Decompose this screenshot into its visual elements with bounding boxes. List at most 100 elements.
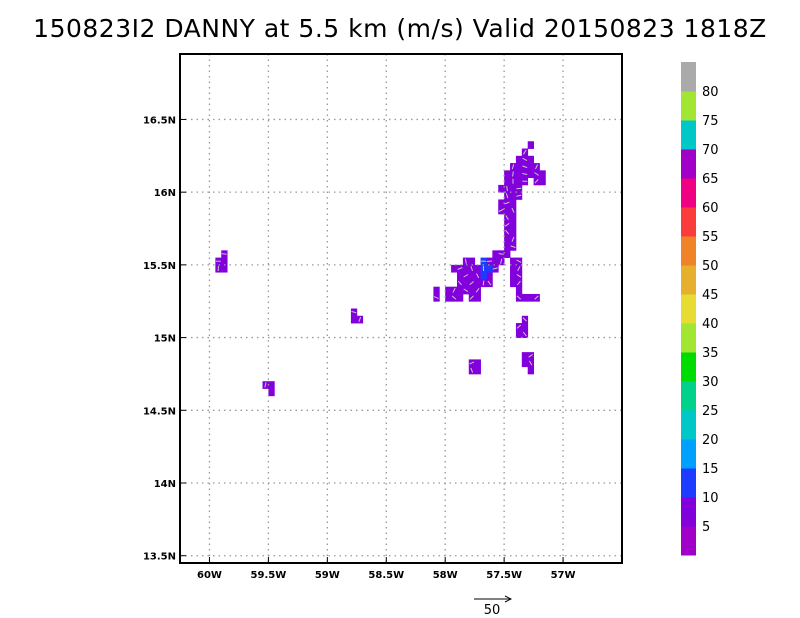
colorbar-swatch (681, 207, 696, 237)
colorbar-label: 35 (702, 346, 719, 361)
colorbar-label: 65 (702, 172, 719, 187)
wind-cell (492, 250, 499, 258)
wind-arrow (457, 280, 462, 286)
colorbar-swatch (681, 149, 696, 179)
wind-arrow (500, 258, 503, 264)
colorbar-swatch (681, 62, 696, 92)
wind-arrow (511, 236, 515, 242)
reference-arrow-head (504, 595, 513, 603)
wind-arrow (511, 164, 515, 170)
wind-arrow (528, 360, 533, 366)
wind-cell (510, 199, 517, 208)
wind-cell (445, 293, 452, 302)
colorbar-label: 10 (702, 491, 719, 506)
wind-cell (521, 359, 529, 368)
wind-cell (510, 184, 517, 193)
wind-cell (468, 272, 476, 280)
y-tick-label: 14N (154, 479, 176, 490)
wind-cell (510, 279, 517, 288)
wind-cell (474, 279, 481, 288)
wind-arrow (351, 310, 357, 314)
wind-cell (510, 213, 517, 222)
wind-arrow (534, 172, 539, 176)
colorbar-label: 20 (702, 433, 719, 448)
reference-vector-label: 50 (484, 603, 501, 618)
wind-cell (527, 366, 534, 375)
wind-arrow (528, 353, 533, 358)
wind-cell (480, 272, 487, 280)
wind-arrow (463, 288, 469, 293)
wind-cell (521, 293, 529, 302)
axis-ticks: 60W 59.5W 59W 58.5W 58W 57.5W 57W 13.5N 14N 14.5N… (143, 115, 576, 581)
wind-cell (510, 192, 517, 200)
chart-title: 150823I2 DANNY at 5.5 km (m/s) Valid 201… (33, 14, 767, 43)
wind-arrow (516, 295, 522, 300)
wind-cell (515, 286, 523, 295)
wind-arrow (534, 295, 539, 300)
x-tick-label: 59W (315, 570, 340, 581)
wind-arrow (535, 164, 539, 170)
colorbar: 5 10 15 20 25 30 35 40 45 50 55 60 65 70 75 80 (681, 62, 719, 556)
x-tick-label: 57.5W (486, 570, 522, 581)
wind-arrow (358, 316, 362, 322)
wind-cell (510, 257, 517, 266)
wind-arrow (505, 229, 510, 235)
wind-cell (515, 155, 523, 164)
colorbar-label: 80 (702, 85, 719, 100)
wind-arrow (492, 267, 498, 270)
wind-arrow (516, 259, 522, 263)
x-tick-label: 58.5W (368, 570, 404, 581)
wind-arrow (463, 274, 469, 278)
wind-cell (504, 206, 511, 215)
colorbar-swatch (681, 410, 696, 440)
wind-cell (515, 177, 523, 186)
wind-arrow (534, 178, 539, 184)
wind-cell (462, 279, 470, 288)
wind-cell (521, 352, 529, 360)
wind-arrow (486, 260, 492, 262)
colorbar-label: 70 (702, 143, 719, 158)
colorbar-swatch (681, 91, 696, 121)
wind-cell (504, 170, 511, 179)
wind-cell (486, 272, 493, 280)
colorbar-label: 40 (702, 317, 719, 332)
colorbar-swatch (681, 526, 696, 556)
wind-cell (468, 257, 476, 266)
colorbar-swatch (681, 439, 696, 469)
y-tick-label: 15.5N (143, 261, 176, 272)
y-tick-label: 14.5N (143, 406, 176, 417)
wind-cell (515, 163, 523, 171)
wind-arrow (522, 165, 528, 169)
wind-arrow (433, 296, 439, 300)
wind-cell (527, 155, 534, 164)
wind-arrow (470, 265, 473, 272)
wind-arrow (506, 185, 508, 192)
colorbar-label: 45 (702, 288, 719, 303)
wind-arrow (522, 173, 528, 175)
colorbar-label: 30 (702, 375, 719, 390)
wind-arrow (469, 361, 475, 365)
x-tick-label: 59.5W (251, 570, 287, 581)
colorbar-swatch (681, 497, 696, 527)
wind-cell (468, 286, 476, 295)
wind-arrow (516, 324, 522, 329)
wind-cell (527, 170, 534, 179)
y-tick-label: 16N (154, 188, 176, 199)
plot-frame (179, 53, 623, 564)
wind-arrow (498, 208, 504, 212)
wind-arrow (504, 222, 510, 227)
wind-arrow (457, 267, 463, 270)
wind-arrow (504, 201, 510, 205)
wind-arrow (510, 245, 516, 248)
wind-cell (515, 330, 523, 338)
wind-cell (510, 228, 517, 237)
colorbar-label: 55 (702, 230, 719, 245)
wind-cell (474, 293, 481, 302)
wind-arrow (487, 280, 492, 286)
colorbar-label: 15 (702, 462, 719, 477)
y-tick-label: 13.5N (143, 552, 176, 563)
wind-cell (527, 141, 534, 149)
wind-arrow (522, 317, 527, 322)
x-tick-label: 60W (197, 570, 222, 581)
